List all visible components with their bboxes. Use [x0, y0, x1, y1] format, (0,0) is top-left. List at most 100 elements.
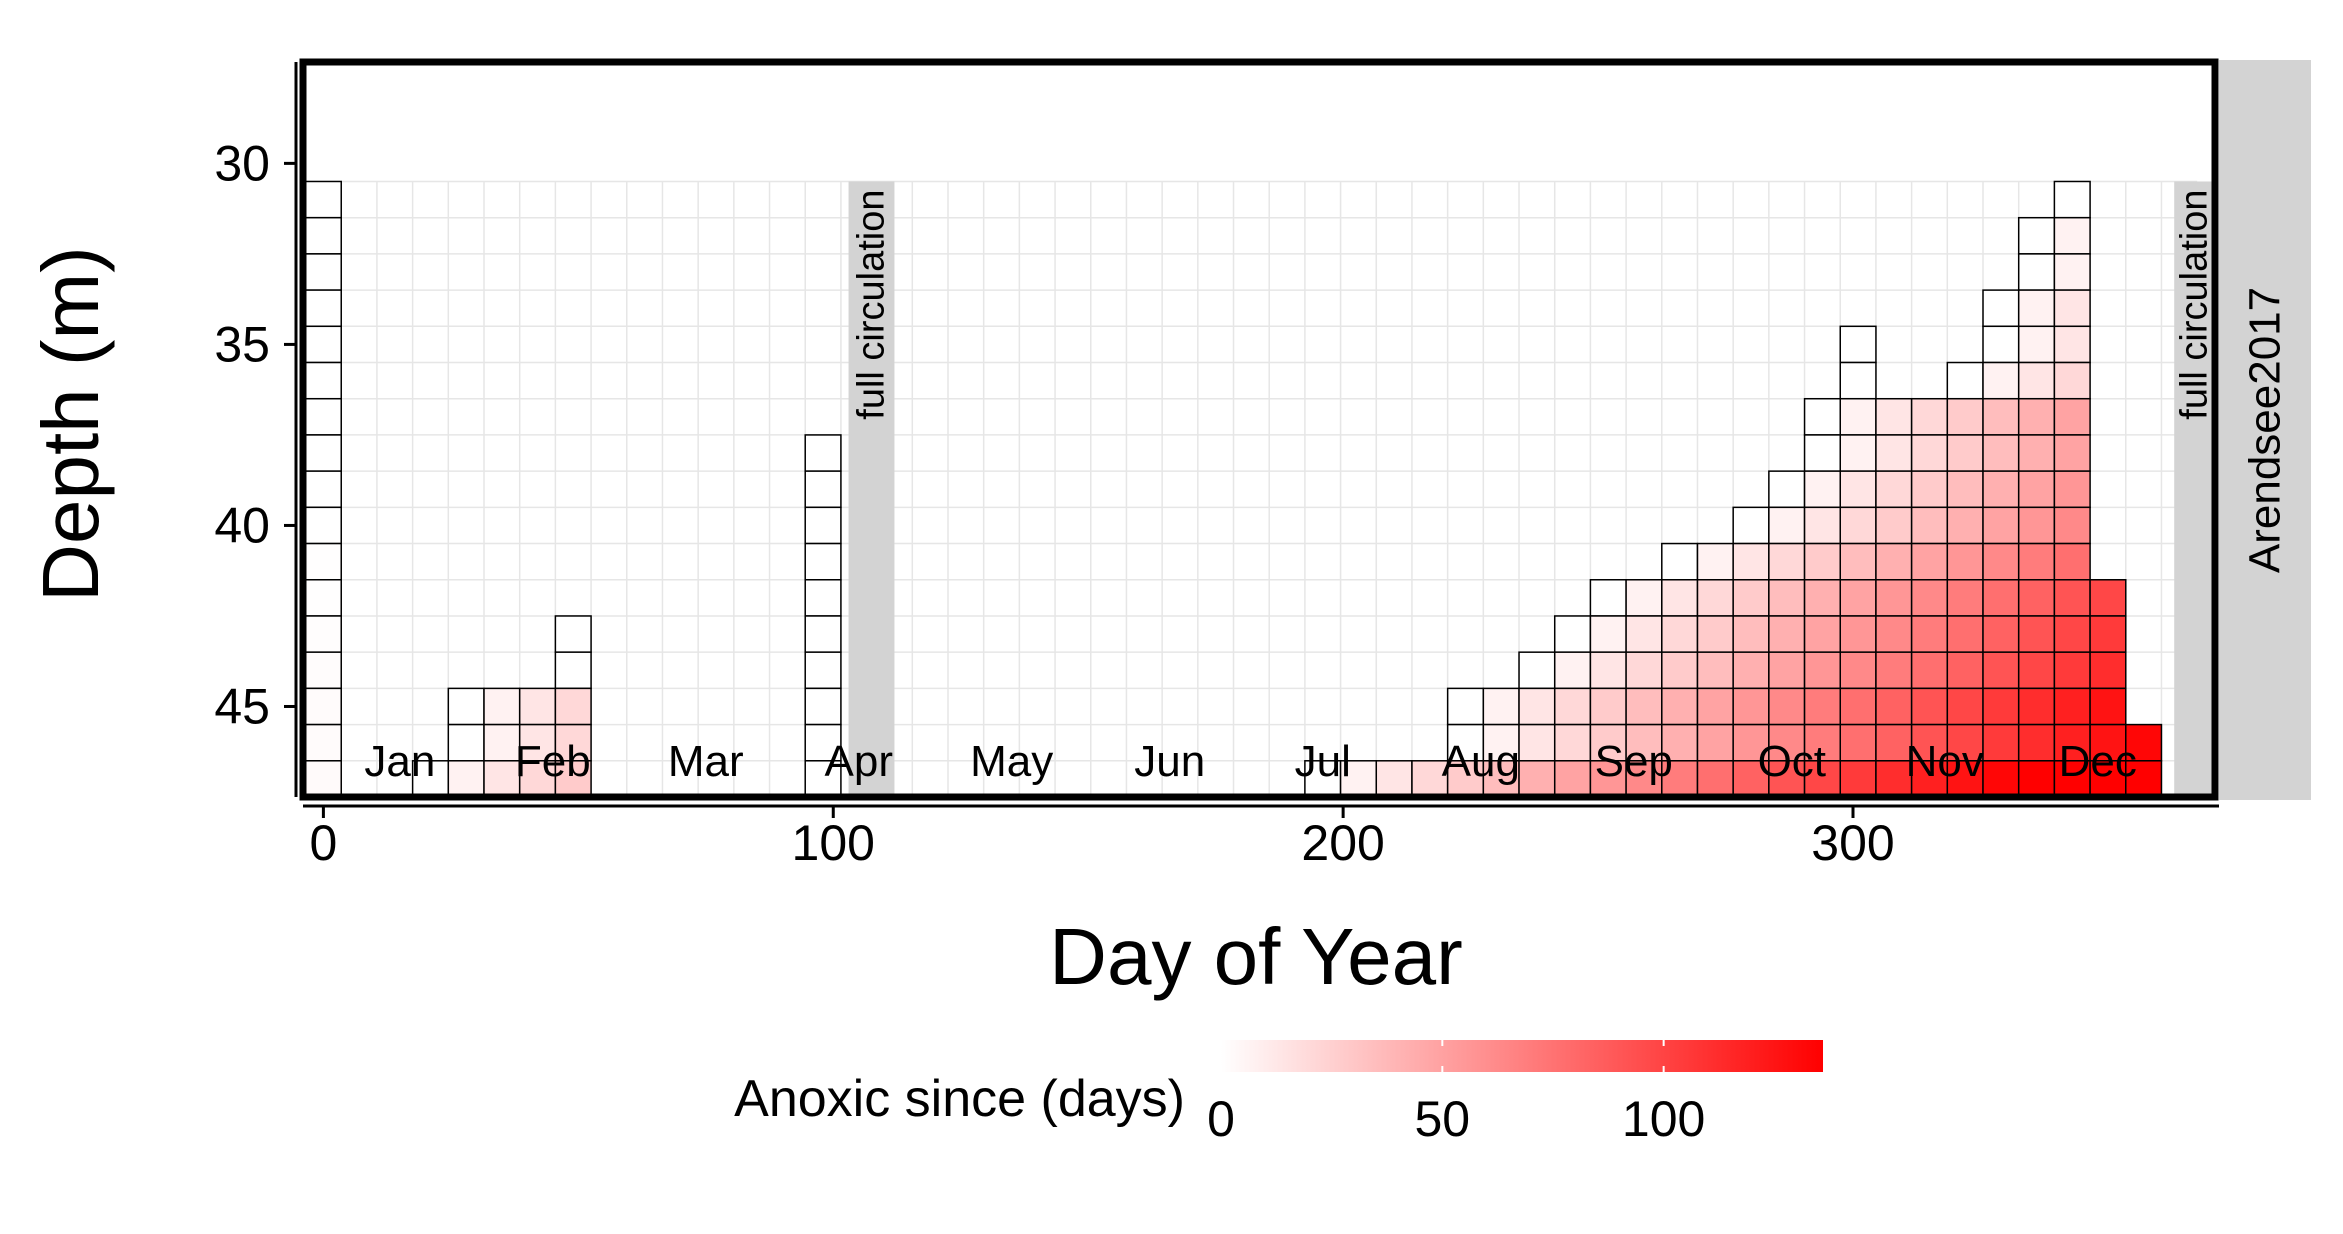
facet-strip — [2219, 60, 2311, 800]
heatmap-cell — [1875, 470, 1913, 509]
heatmap-cell — [2089, 579, 2127, 617]
heatmap-cell — [1946, 506, 1984, 545]
heatmap-cell — [1661, 615, 1699, 653]
heatmap-cell — [1768, 651, 1806, 690]
heatmap-cell — [2017, 760, 2056, 798]
heatmap-cell — [2017, 216, 2056, 255]
heatmap-cell — [1661, 687, 1699, 726]
heatmap-cell — [2053, 687, 2091, 726]
heatmap-cell — [1803, 687, 1841, 726]
heatmap-cell — [2017, 397, 2056, 436]
heatmap-cell — [1875, 434, 1913, 472]
heatmap-cell — [304, 289, 342, 328]
heatmap-cell — [1946, 651, 1984, 690]
heatmap-cell — [1875, 615, 1913, 653]
heatmap-cell — [1553, 723, 1592, 762]
heatmap-cell — [1732, 687, 1770, 726]
heatmap-cell — [1768, 579, 1806, 617]
heatmap-cell — [804, 615, 842, 653]
heatmap-cell — [2053, 651, 2091, 690]
heatmap-cell — [304, 579, 342, 617]
heatmap-cell — [1982, 651, 2020, 690]
heatmap-cell — [1696, 579, 1734, 617]
heatmap-cell — [1982, 615, 2020, 653]
legend-ticks: 0 50 100 — [1207, 1040, 1705, 1147]
heatmap-cell — [1446, 760, 1485, 798]
month-label: Nov — [1906, 737, 1984, 786]
heatmap-cell — [1661, 579, 1699, 617]
heatmap-cell — [1982, 723, 2020, 762]
heatmap-cell — [1696, 651, 1734, 690]
heatmap-cell — [1982, 470, 2020, 509]
heatmap-cell — [1946, 434, 1984, 472]
heatmap-cell — [1982, 542, 2020, 581]
heatmap-cell — [1518, 723, 1556, 762]
heatmap-cell — [1411, 760, 1449, 798]
heatmap-cell — [1589, 615, 1627, 653]
heatmap-cell — [304, 615, 342, 653]
heatmap-cell — [1732, 579, 1770, 617]
heatmap-cell — [2017, 615, 2056, 653]
heatmap-cell — [1553, 760, 1592, 798]
heatmap-cell — [1910, 615, 1949, 653]
heatmap-cell — [1661, 651, 1699, 690]
heatmap-cell — [1910, 579, 1949, 617]
heatmap-cell — [1910, 687, 1949, 726]
heatmap-cell — [304, 760, 342, 798]
heatmap-cell — [1982, 434, 2020, 472]
x-axis-ticks: 0 100 200 300 — [309, 806, 1895, 871]
legend-colorbar — [1221, 1040, 1823, 1072]
heatmap-cell — [804, 506, 842, 545]
circulation-label: full circulation — [851, 189, 893, 419]
panel-border — [299, 58, 2219, 801]
y-tick-label: 40 — [214, 497, 270, 553]
heatmap-cell — [2017, 253, 2056, 291]
heatmap-cell — [304, 397, 342, 436]
heatmap-cell — [1696, 760, 1734, 798]
heatmap-cell — [1518, 687, 1556, 726]
heatmap-cell — [1910, 651, 1949, 690]
y-axis-ticks: 30 35 40 45 — [214, 135, 296, 734]
circulation-bands: full circulation full circulation — [848, 181, 2216, 797]
legend-title: Anoxic since (days) — [734, 1070, 1185, 1128]
heatmap-cell — [2017, 361, 2056, 400]
heatmap-cell — [2053, 723, 2091, 762]
heatmap-cell — [1839, 687, 1877, 726]
heatmap-cell — [2125, 760, 2163, 798]
heatmap-cell — [1732, 506, 1770, 545]
heatmap-cell — [1553, 687, 1592, 726]
heatmap-cell — [304, 325, 342, 364]
heatmap-cell — [1839, 542, 1877, 581]
heatmap-cell — [2053, 361, 2091, 400]
heatmap-cell — [1946, 470, 1984, 509]
heatmap-cell — [304, 506, 342, 545]
heatmap-cell — [1768, 470, 1806, 509]
legend-tick-label: 100 — [1622, 1091, 1705, 1147]
month-label: Apr — [825, 737, 893, 786]
heatmap-cell — [554, 723, 592, 762]
heatmap-cell — [804, 542, 842, 581]
heatmap-cell — [1982, 325, 2020, 364]
heatmap-cell — [2017, 434, 2056, 472]
heatmap-cell — [1803, 434, 1841, 472]
heatmap-cell — [2053, 470, 2091, 509]
heatmap-cell — [1589, 687, 1627, 726]
heatmap-cell — [1375, 760, 1413, 798]
heatmap-cell — [1910, 542, 1949, 581]
heatmap-cell — [804, 579, 842, 617]
heatmap-cell — [304, 216, 342, 255]
y-tick-label: 30 — [214, 135, 270, 191]
heatmap-cell — [2053, 506, 2091, 545]
heatmap-cell — [2017, 470, 2056, 509]
heatmap-cell — [2053, 325, 2091, 364]
month-label: Dec — [2059, 737, 2137, 786]
heatmap-cell — [1732, 651, 1770, 690]
fill-legend: Anoxic since (days) 0 50 100 — [734, 1040, 1823, 1147]
heatmap-cell — [2017, 289, 2056, 328]
heatmap-cell — [1946, 397, 1984, 436]
heatmap-cell — [1946, 579, 1984, 617]
heatmap-cell — [1910, 760, 1949, 798]
heatmap-cell — [2017, 579, 2056, 617]
x-tick-label: 300 — [1811, 815, 1894, 871]
y-tick-label: 45 — [214, 678, 270, 734]
